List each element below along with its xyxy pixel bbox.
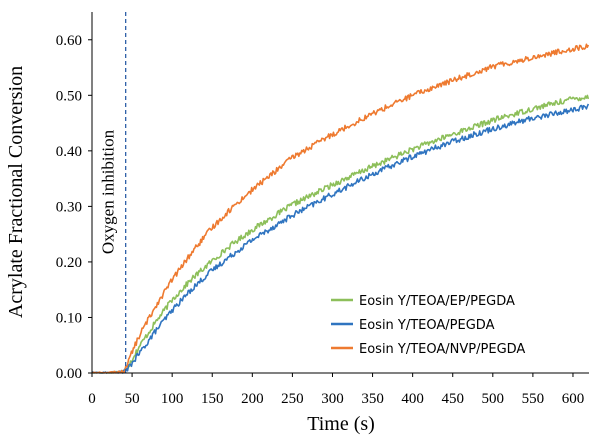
y-tick-label: 0.20 bbox=[56, 255, 82, 271]
x-tick-label: 450 bbox=[441, 391, 464, 407]
x-axis-title: Time (s) bbox=[307, 413, 375, 435]
x-tick-label: 550 bbox=[522, 391, 545, 407]
x-tick-label: 400 bbox=[401, 391, 424, 407]
legend-entry: Eosin Y/TEOA/NVP/PEGDA bbox=[359, 342, 525, 357]
y-axis-title: Acrylate Fractional Conversion bbox=[5, 66, 27, 318]
y-tick-label: 0.30 bbox=[56, 199, 82, 215]
y-tick-label: 0.60 bbox=[56, 33, 82, 49]
series-line-2 bbox=[91, 103, 589, 374]
oxygen-inhibition-label: Oxygen inhibition bbox=[99, 129, 118, 254]
x-tick-label: 600 bbox=[562, 391, 585, 407]
x-tick-label: 500 bbox=[482, 391, 505, 407]
x-tick-label: 150 bbox=[201, 391, 224, 407]
series-line-3 bbox=[91, 43, 589, 374]
x-tick-label: 250 bbox=[281, 391, 304, 407]
y-tick-label: 0.40 bbox=[56, 144, 82, 160]
x-tick-label: 350 bbox=[361, 391, 384, 407]
legend-entry: Eosin Y/TEOA/EP/PEGDA bbox=[359, 294, 515, 309]
legend-entry: Eosin Y/TEOA/PEGDA bbox=[359, 318, 495, 333]
x-tick-label: 100 bbox=[161, 391, 184, 407]
x-tick-label: 300 bbox=[321, 391, 344, 407]
y-tick-label: 0.10 bbox=[56, 310, 82, 326]
series-line-1 bbox=[91, 94, 589, 374]
x-tick-label: 50 bbox=[125, 391, 140, 407]
x-tick-labels: 0 50 100 150 200 250 300 350 400 450 500 550 600 bbox=[88, 373, 584, 407]
y-tick-labels: 0.00 0.10 0.20 0.30 0.40 0.50 0.60 bbox=[56, 33, 92, 382]
series-layer bbox=[91, 43, 589, 374]
y-tick-label: 0.00 bbox=[56, 366, 82, 382]
x-tick-label: 0 bbox=[88, 391, 96, 407]
legend: Eosin Y/TEOA/EP/PEGDA Eosin Y/TEOA/PEGDA E… bbox=[331, 294, 525, 357]
y-tick-label: 0.50 bbox=[56, 88, 82, 104]
x-tick-label: 200 bbox=[241, 391, 264, 407]
